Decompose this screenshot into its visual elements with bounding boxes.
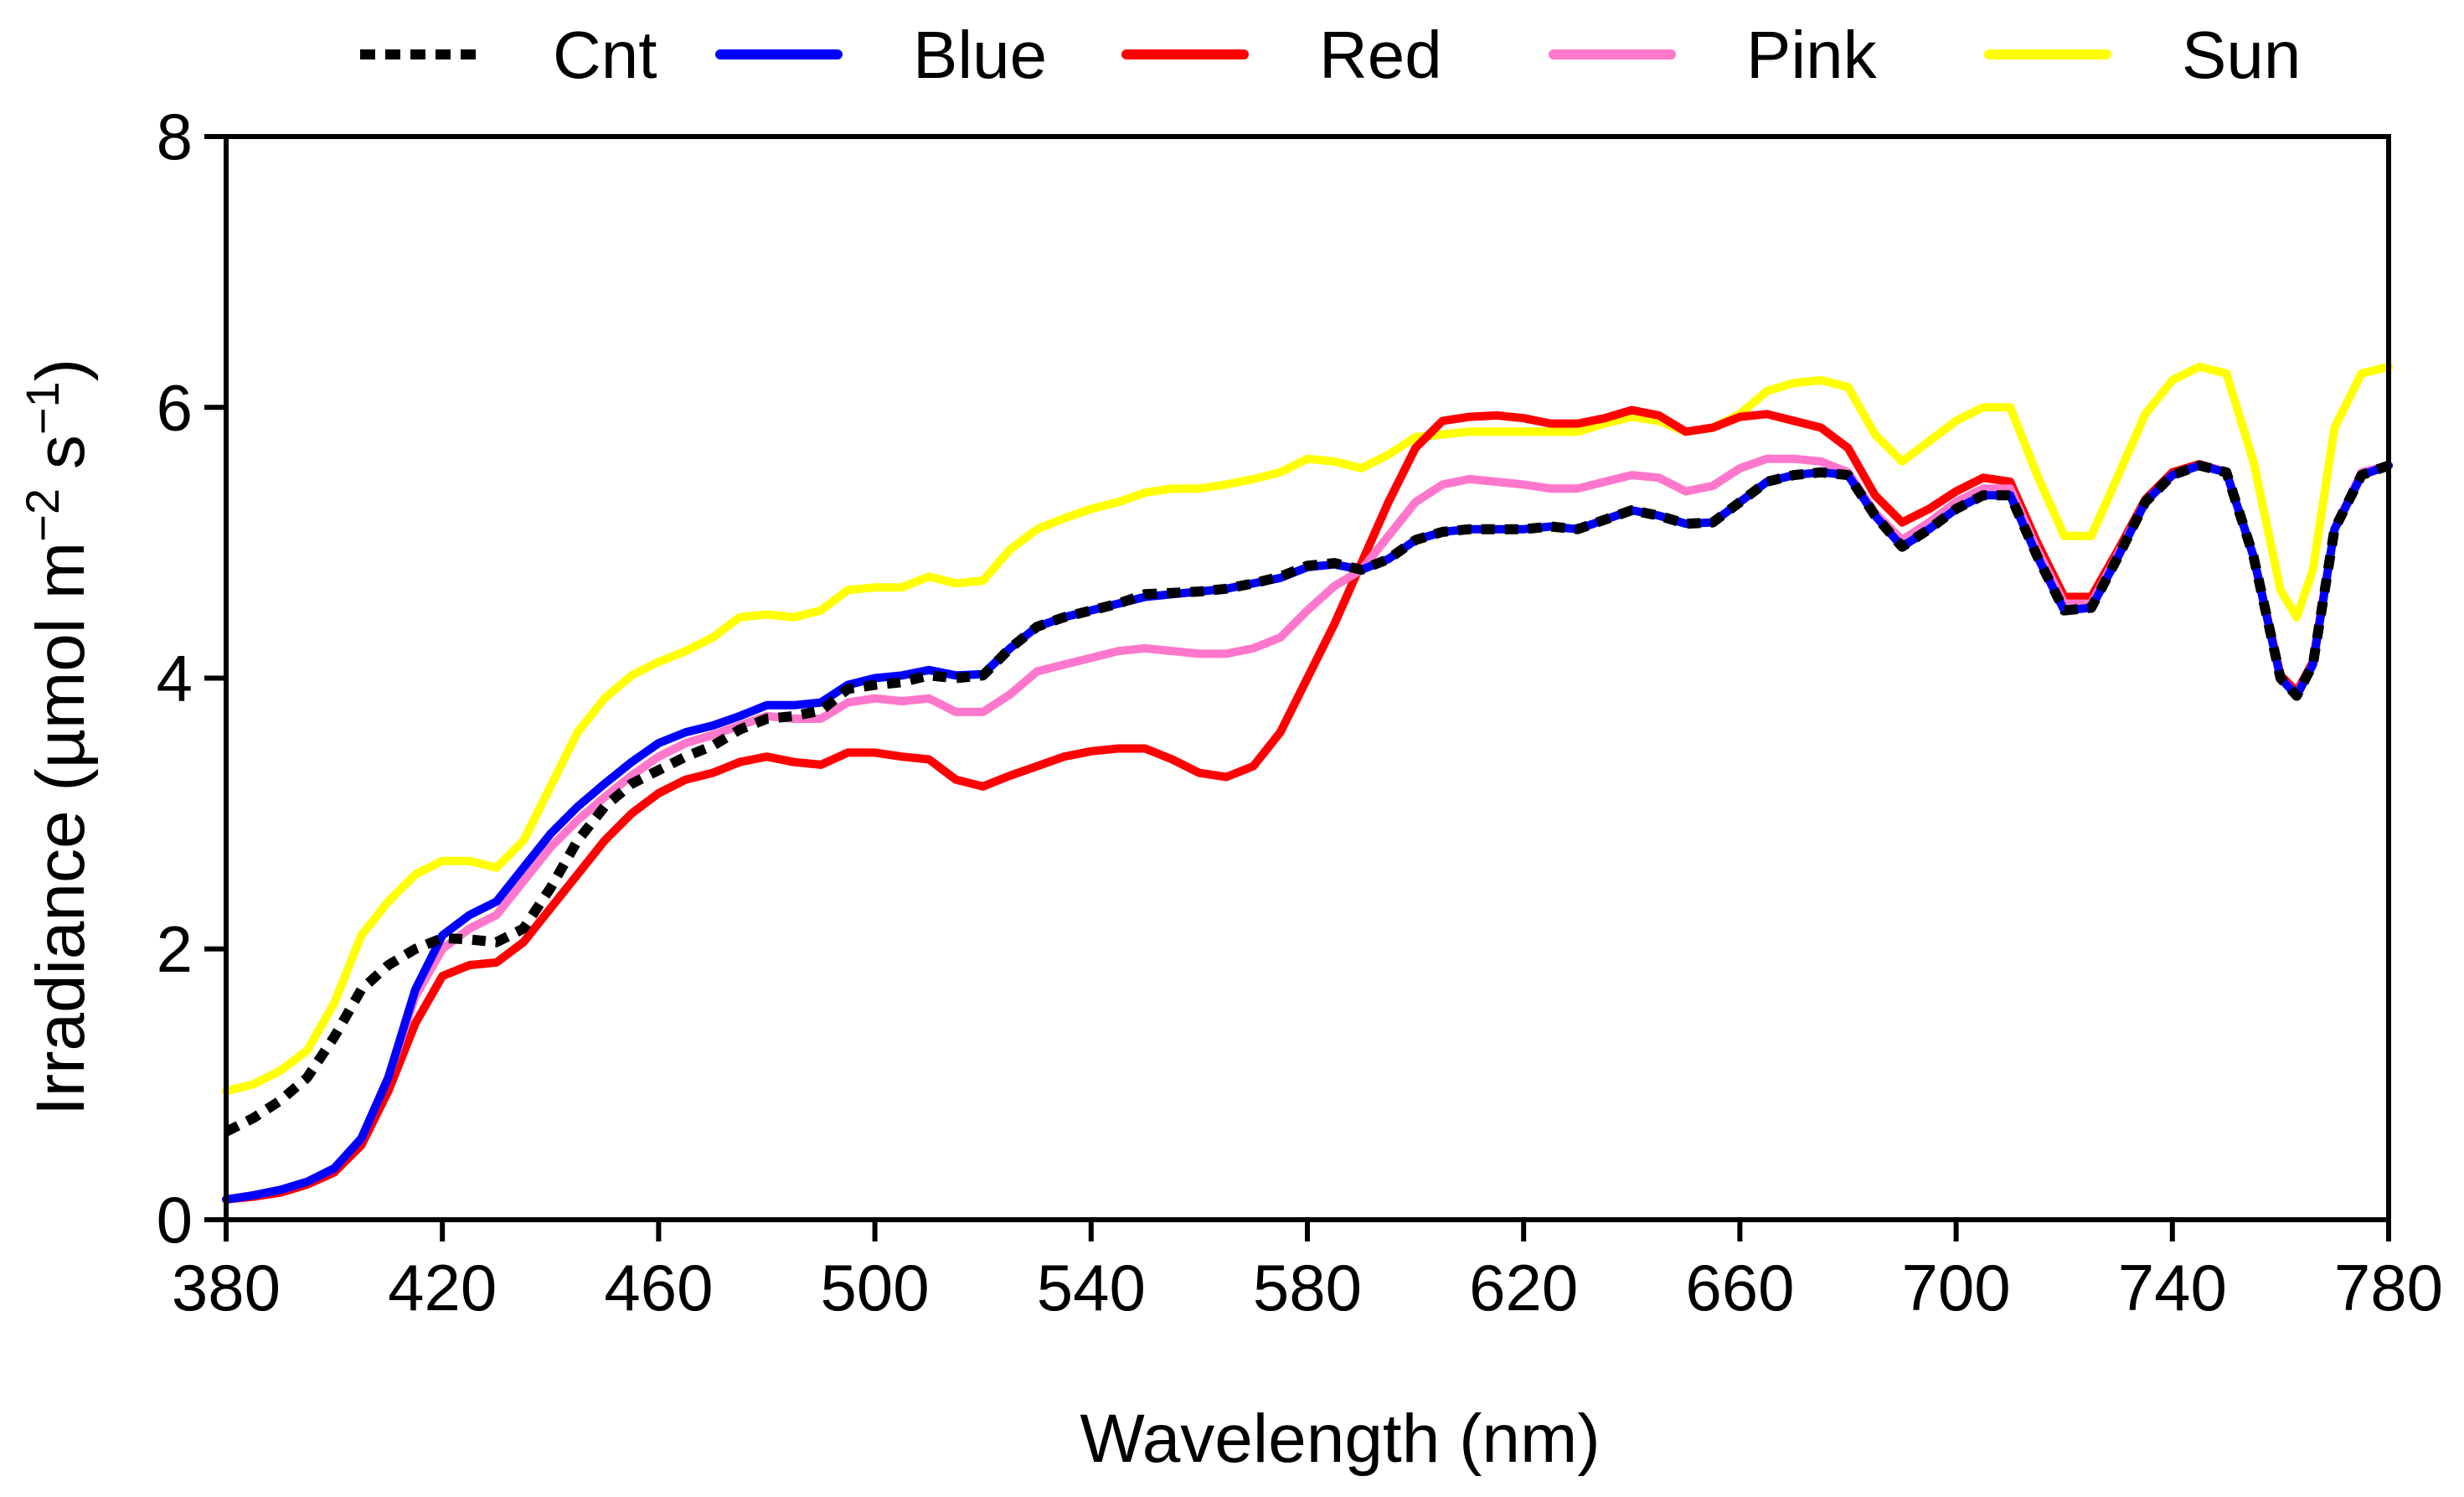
axes: 380 420 460 500 540 580 620 660 700 740 780 0 2 4 6 8 [157,100,2443,1324]
x-tick-label: 420 [388,1251,497,1324]
y-axis-title-main: Irradiance (µmol m [23,542,99,1116]
series-line-cnt [224,460,2390,1137]
x-tick-label: 620 [1469,1251,1578,1324]
legend-label-cnt: Cnt [553,18,657,92]
y-axis-title-exp1: −2 [16,488,69,542]
y-axis-title-end: ) [23,359,99,381]
y-tick-label: 0 [157,1183,193,1257]
legend-label-blue: Blue [913,18,1047,92]
plot-area: 380 420 460 500 540 580 620 660 700 740 780 0 2 4 6 8 [157,100,2443,1324]
x-tick-label: 580 [1253,1251,1362,1324]
y-tick-label: 4 [157,642,193,715]
y-tick-label: 2 [157,912,193,986]
legend-label-red: Red [1319,18,1442,92]
series-line-sun [222,362,2393,1096]
x-tick-label: 660 [1685,1251,1794,1324]
x-tick-label: 380 [172,1251,281,1324]
legend: Cnt Blue Red Pink Sun [360,18,2301,92]
x-tick-label: 740 [2118,1251,2227,1324]
y-axis-title: Irradiance (µmol m−2 s−1) [16,359,99,1116]
x-tick-label: 700 [1902,1251,2011,1324]
legend-label-pink: Pink [1746,18,1878,92]
x-tick-label: 500 [821,1251,930,1324]
y-axis-title-exp2: −1 [16,381,69,435]
x-tick-label: 540 [1037,1251,1146,1324]
series-lines [222,362,2393,1204]
y-axis-title-mid: s [23,435,99,488]
x-tick-label: 460 [604,1251,713,1324]
x-tick-label: 780 [2334,1251,2443,1324]
legend-label-sun: Sun [2182,18,2301,92]
y-tick-label: 6 [157,370,193,444]
y-tick-label: 8 [157,100,193,173]
x-axis-title: Wavelength (nm) [1080,1401,1600,1477]
series-line-blue [222,461,2393,1204]
